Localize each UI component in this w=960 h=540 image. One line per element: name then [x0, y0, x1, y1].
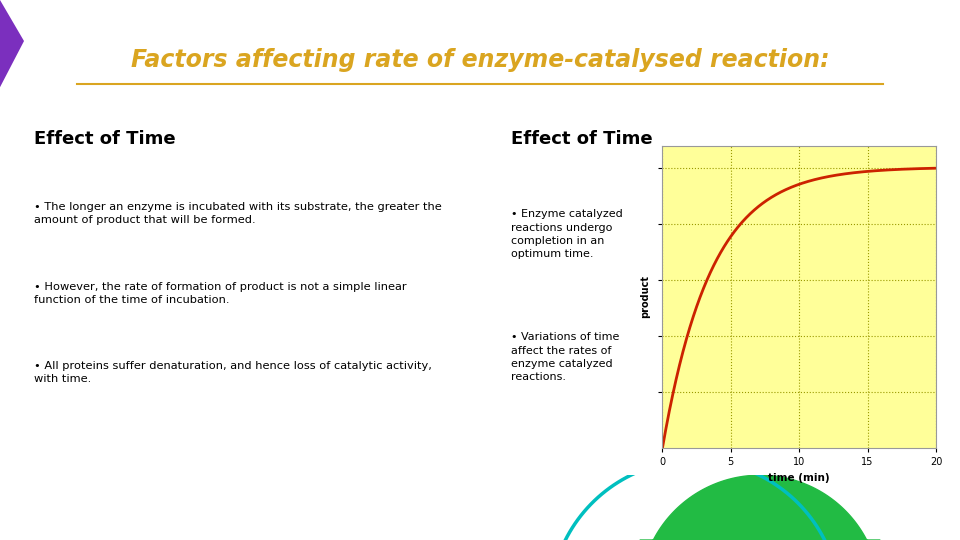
Text: Effect of Time: Effect of Time: [34, 130, 176, 148]
Text: • However, the rate of formation of product is not a simple linear
function of t: • However, the rate of formation of prod…: [34, 282, 406, 305]
Y-axis label: product: product: [640, 275, 651, 319]
Text: Effect of Time: Effect of Time: [512, 130, 653, 148]
Text: • Enzyme catalyzed
reactions undergo
completion in an
optimum time.: • Enzyme catalyzed reactions undergo com…: [512, 210, 623, 259]
Text: Factors affecting rate of enzyme-catalysed reaction:: Factors affecting rate of enzyme-catalys…: [131, 48, 829, 71]
Polygon shape: [0, 0, 24, 87]
Text: • Variations of time
affect the rates of
enzyme catalyzed
reactions.: • Variations of time affect the rates of…: [512, 332, 619, 382]
X-axis label: time (min): time (min): [768, 473, 830, 483]
Text: • The longer an enzyme is incubated with its substrate, the greater the
amount o: • The longer an enzyme is incubated with…: [34, 202, 442, 225]
Polygon shape: [640, 475, 880, 540]
Text: • All proteins suffer denaturation, and hence loss of catalytic activity,
with t: • All proteins suffer denaturation, and …: [34, 361, 431, 384]
